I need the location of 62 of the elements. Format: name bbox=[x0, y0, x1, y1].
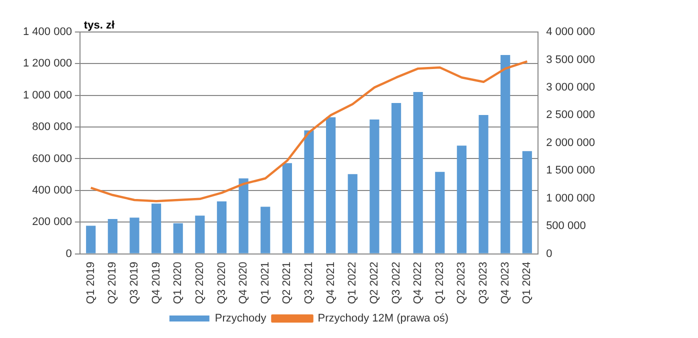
x-tick-label: Q1 2022 bbox=[346, 262, 359, 304]
bar bbox=[108, 218, 118, 254]
x-tick-label: Q4 2019 bbox=[150, 262, 162, 304]
y2-tick-label: 2 000 000 bbox=[546, 136, 595, 149]
bar bbox=[456, 146, 467, 254]
bar bbox=[151, 204, 162, 254]
x-tick-label: Q2 2022 bbox=[368, 262, 380, 304]
x-tick-label: Q1 2021 bbox=[259, 262, 272, 304]
x-tick-label: Q2 2021 bbox=[281, 262, 294, 304]
bar bbox=[522, 151, 532, 254]
y2-tick-label: 3 500 000 bbox=[546, 54, 595, 66]
bar bbox=[391, 102, 402, 254]
bar bbox=[478, 115, 488, 254]
bar bbox=[86, 226, 96, 254]
x-tick-label: Q2 2019 bbox=[106, 262, 119, 304]
bar bbox=[435, 172, 445, 254]
x-tick-label: Q1 2020 bbox=[172, 262, 184, 304]
bar bbox=[130, 218, 140, 254]
bar bbox=[173, 223, 183, 254]
y2-tick-label: 2 500 000 bbox=[546, 109, 595, 122]
bar bbox=[282, 163, 292, 254]
x-tick-label: Q3 2019 bbox=[128, 262, 141, 304]
x-tick-label: Q1 2024 bbox=[521, 262, 534, 304]
x-tick-label: Q3 2021 bbox=[303, 262, 316, 304]
bar bbox=[304, 130, 314, 254]
x-tick-label: Q3 2022 bbox=[390, 262, 402, 304]
bar bbox=[260, 206, 270, 254]
bar bbox=[348, 174, 358, 254]
y-tick-label: 0 bbox=[66, 248, 72, 260]
y-tick-label: 1 200 000 bbox=[23, 58, 72, 70]
y-tick-label: 800 000 bbox=[32, 121, 72, 134]
x-tick-label: Q3 2020 bbox=[216, 262, 228, 304]
legend-label: Przychody 12M (prawa oś) bbox=[318, 312, 449, 325]
y-tick-label: 200 000 bbox=[32, 216, 72, 228]
x-tick-label: Q4 2020 bbox=[238, 262, 250, 304]
y2-tick-label: 500 000 bbox=[546, 220, 586, 232]
x-tick-label: Q2 2020 bbox=[194, 262, 206, 304]
bar bbox=[413, 92, 423, 254]
bar bbox=[238, 178, 248, 254]
y2-tick-label: 4 000 000 bbox=[546, 26, 595, 38]
y-axis-title: tys. zł bbox=[84, 20, 115, 32]
x-tick-label: Q4 2022 bbox=[412, 262, 424, 304]
x-tick-label: Q3 2023 bbox=[478, 262, 490, 304]
y-tick-label: 1 000 000 bbox=[23, 89, 72, 102]
y2-tick-label: 3 000 000 bbox=[546, 81, 595, 94]
y-tick-label: 600 000 bbox=[32, 152, 72, 165]
x-tick-label: Q2 2023 bbox=[456, 262, 468, 304]
y2-tick-label: 1 000 000 bbox=[546, 192, 595, 204]
y2-tick-label: 1 500 000 bbox=[546, 164, 595, 177]
y-tick-label: 1 400 000 bbox=[23, 26, 72, 38]
legend-label: Przychody bbox=[214, 312, 267, 325]
bar bbox=[370, 119, 380, 254]
x-tick-label: Q1 2023 bbox=[434, 262, 446, 304]
bar bbox=[500, 54, 510, 254]
bar bbox=[326, 117, 336, 254]
y-tick-label: 400 000 bbox=[32, 184, 72, 196]
bar bbox=[195, 216, 205, 254]
x-tick-label: Q4 2023 bbox=[499, 262, 512, 304]
x-tick-label: Q4 2021 bbox=[324, 262, 337, 304]
bar bbox=[216, 201, 227, 254]
x-tick-label: Q1 2019 bbox=[84, 262, 97, 304]
y2-tick-label: 0 bbox=[546, 248, 552, 260]
